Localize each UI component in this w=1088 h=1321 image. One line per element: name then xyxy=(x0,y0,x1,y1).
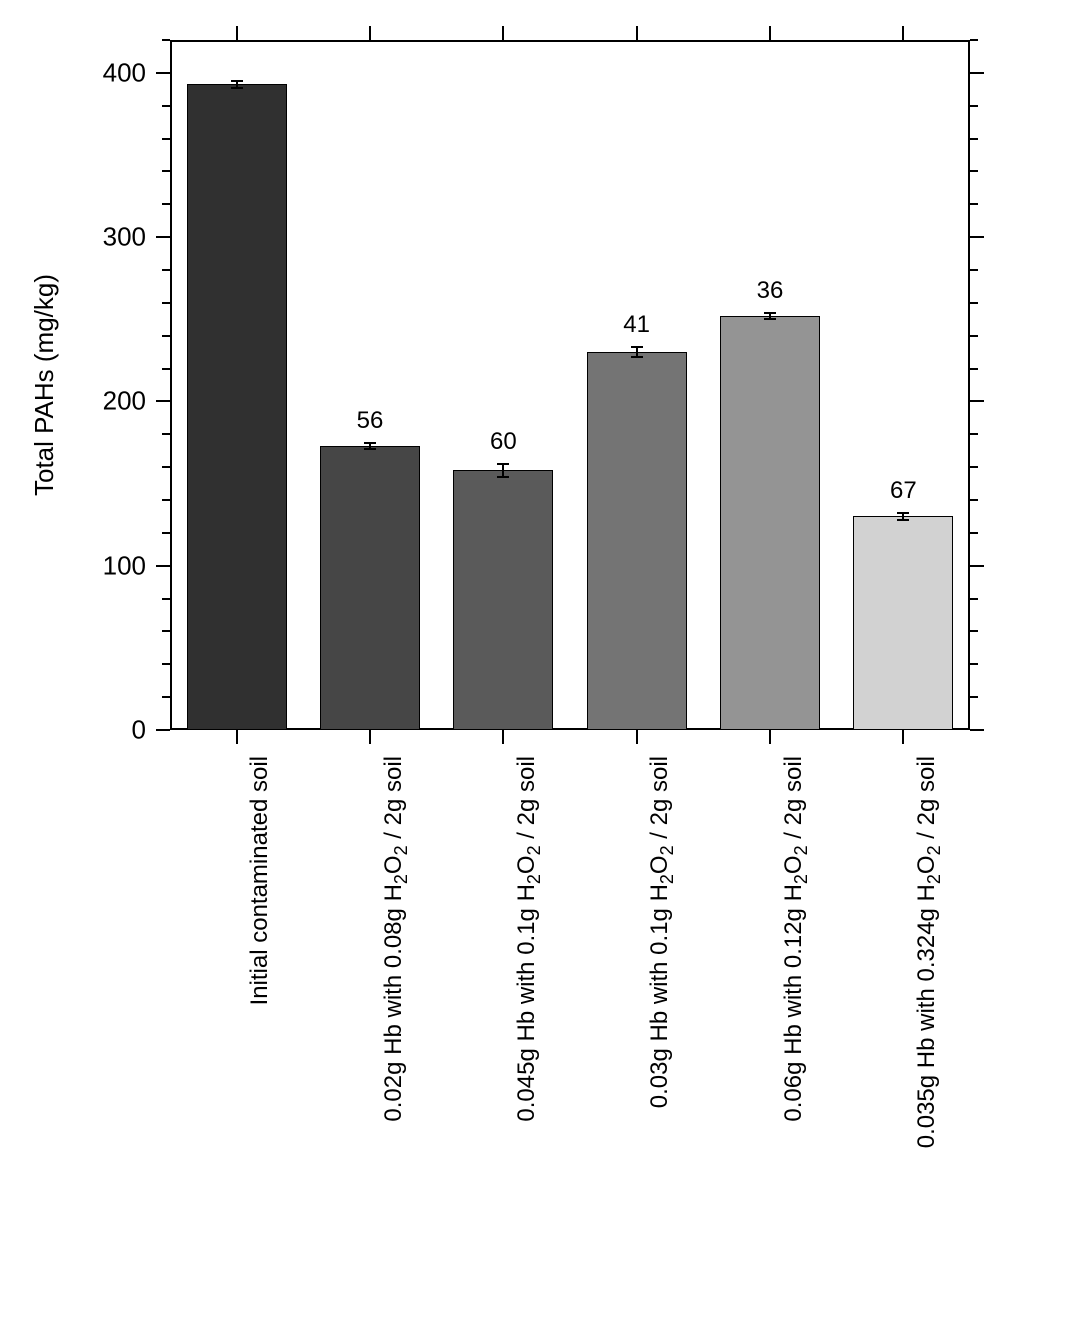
y-minor-tick xyxy=(162,696,170,698)
x-tick xyxy=(769,26,771,40)
y-minor-tick xyxy=(970,630,978,632)
y-minor-tick xyxy=(970,368,978,370)
error-cap xyxy=(364,442,376,444)
y-tick-label: 0 xyxy=(0,715,146,746)
y-minor-tick xyxy=(162,630,170,632)
x-tick xyxy=(902,730,904,744)
y-tick xyxy=(156,236,170,238)
y-minor-tick xyxy=(162,269,170,271)
error-cap xyxy=(497,476,509,478)
y-minor-tick xyxy=(162,39,170,41)
x-tick xyxy=(502,26,504,40)
x-category-label: 0.035g Hb with 0.324g H2O2 / 2g soil xyxy=(913,364,945,756)
error-cap xyxy=(897,519,909,521)
x-tick xyxy=(369,730,371,744)
x-tick xyxy=(636,26,638,40)
y-minor-tick xyxy=(970,302,978,304)
x-category-label: 0.03g Hb with 0.1g H2O2 / 2g soil xyxy=(646,404,678,756)
x-tick xyxy=(369,26,371,40)
error-cap xyxy=(897,512,909,514)
x-tick xyxy=(502,730,504,744)
y-tick xyxy=(970,72,984,74)
bar-value-label: 36 xyxy=(757,277,784,305)
error-cap xyxy=(231,87,243,89)
x-category-label: Initial contaminated soil xyxy=(246,507,274,756)
x-tick xyxy=(769,730,771,744)
y-minor-tick xyxy=(970,138,978,140)
y-minor-tick xyxy=(162,138,170,140)
y-minor-tick xyxy=(162,433,170,435)
y-minor-tick xyxy=(970,335,978,337)
y-minor-tick xyxy=(162,302,170,304)
x-tick xyxy=(236,730,238,744)
error-bar xyxy=(502,464,504,477)
y-minor-tick xyxy=(162,663,170,665)
y-minor-tick xyxy=(970,170,978,172)
y-minor-tick xyxy=(970,663,978,665)
y-minor-tick xyxy=(970,696,978,698)
y-minor-tick xyxy=(970,499,978,501)
y-minor-tick xyxy=(162,499,170,501)
x-category-label: 0.045g Hb with 0.1g H2O2 / 2g soil xyxy=(513,390,545,756)
y-tick xyxy=(970,729,984,731)
y-minor-tick xyxy=(162,598,170,600)
error-cap xyxy=(631,356,643,358)
y-tick xyxy=(970,400,984,402)
y-tick xyxy=(156,565,170,567)
y-tick-label: 400 xyxy=(0,57,146,88)
y-minor-tick xyxy=(970,105,978,107)
y-minor-tick xyxy=(970,269,978,271)
y-minor-tick xyxy=(162,368,170,370)
y-axis-label: Total PAHs (mg/kg) xyxy=(29,274,60,496)
y-minor-tick xyxy=(162,170,170,172)
y-tick-label: 200 xyxy=(0,386,146,417)
error-cap xyxy=(631,346,643,348)
y-minor-tick xyxy=(970,532,978,534)
error-cap xyxy=(364,448,376,450)
chart-canvas: 0 100 200 300 400 Total PAHs (mg/kg) Initial c… xyxy=(0,0,1088,1321)
y-tick xyxy=(156,72,170,74)
error-cap xyxy=(764,312,776,314)
y-minor-tick xyxy=(970,466,978,468)
y-minor-tick xyxy=(970,39,978,41)
y-tick xyxy=(970,565,984,567)
y-minor-tick xyxy=(970,433,978,435)
y-minor-tick xyxy=(162,466,170,468)
y-tick-label: 300 xyxy=(0,222,146,253)
y-tick-label: 100 xyxy=(0,550,146,581)
plot-area xyxy=(170,40,970,730)
y-tick xyxy=(156,400,170,402)
error-cap xyxy=(231,80,243,82)
x-category-label: 0.06g Hb with 0.12g H2O2 / 2g soil xyxy=(780,390,812,756)
y-minor-tick xyxy=(162,335,170,337)
x-tick xyxy=(902,26,904,40)
y-minor-tick xyxy=(970,203,978,205)
bar-value-label: 41 xyxy=(623,311,650,339)
x-tick xyxy=(236,26,238,40)
y-tick xyxy=(970,236,984,238)
y-tick xyxy=(156,729,170,731)
y-minor-tick xyxy=(162,203,170,205)
x-tick xyxy=(636,730,638,744)
y-minor-tick xyxy=(970,598,978,600)
y-minor-tick xyxy=(162,105,170,107)
error-cap xyxy=(497,463,509,465)
error-cap xyxy=(764,318,776,320)
y-minor-tick xyxy=(162,532,170,534)
x-category-label: 0.02g Hb with 0.08g H2O2 / 2g soil xyxy=(380,390,412,756)
